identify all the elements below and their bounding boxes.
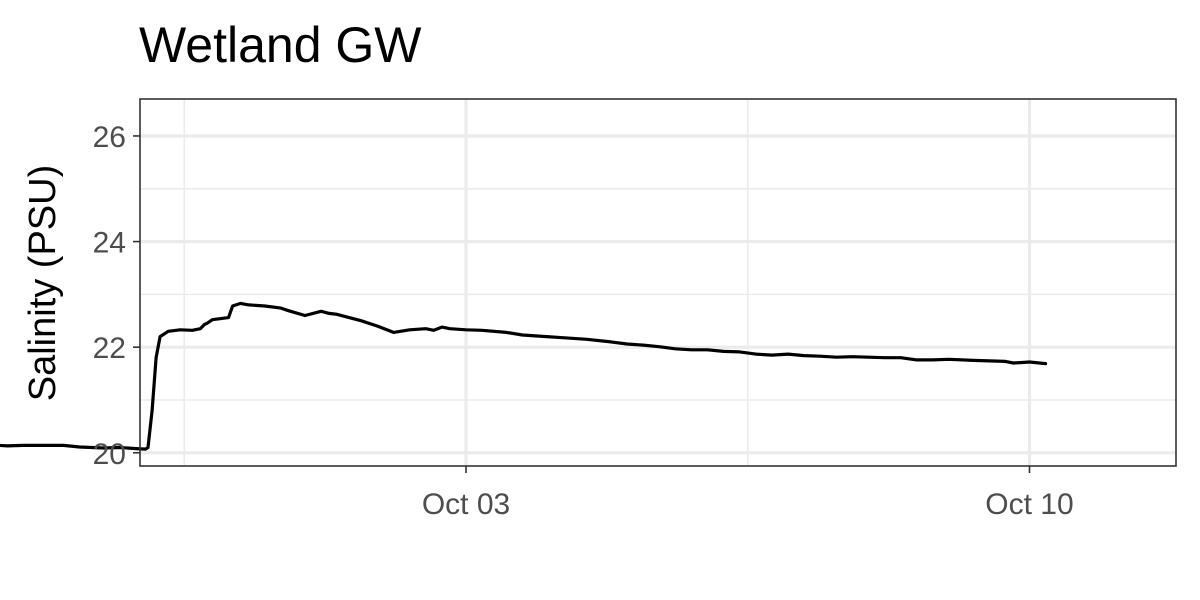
x-tick-label-1: Oct 03 xyxy=(422,488,510,521)
chart-title: Wetland GW xyxy=(139,17,422,73)
y-tick-label-2: 24 xyxy=(93,227,126,260)
y-tick-label-3: 26 xyxy=(93,121,126,154)
panel-border xyxy=(139,98,1177,467)
major-gridlines xyxy=(140,99,1176,466)
y-tick-label-1: 22 xyxy=(93,332,126,365)
x-tick-label-2: Oct 10 xyxy=(985,488,1073,521)
y-axis-title: Salinity (PSU) xyxy=(22,165,64,402)
minor-gridlines xyxy=(140,99,1176,466)
y-axis-ticks: 20 22 24 26 xyxy=(93,121,140,471)
y-tick-label-0: 20 xyxy=(93,438,126,471)
salinity-line xyxy=(0,301,1048,451)
